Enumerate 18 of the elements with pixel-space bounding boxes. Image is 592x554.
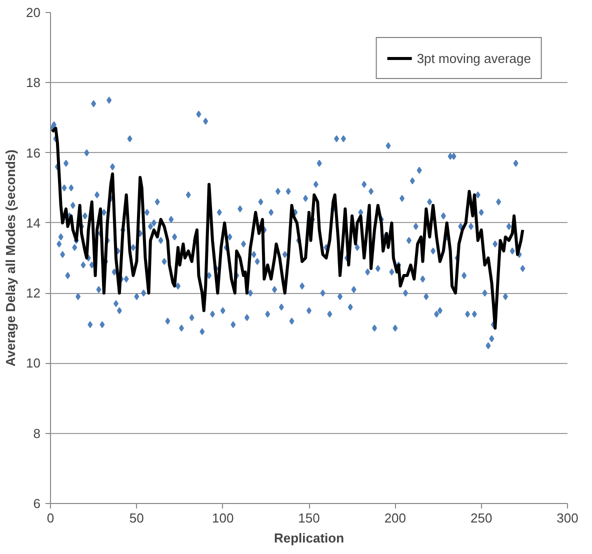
y-tick-label: 10	[26, 356, 41, 371]
x-tick-label: 150	[298, 510, 320, 526]
x-tick-label: 200	[384, 510, 406, 526]
y-tick-label: 6	[33, 496, 41, 511]
y-tick-label: 18	[26, 75, 41, 90]
y-axis-title: Average Delay all Modes (seconds)	[3, 149, 18, 366]
y-tick-label: 16	[26, 145, 41, 160]
x-axis-title: Replication	[274, 530, 344, 546]
y-tick-label: 12	[26, 286, 41, 301]
legend-label: 3pt moving average	[416, 50, 531, 66]
x-tick-label: 250	[470, 510, 492, 526]
y-tick-label: 20	[26, 5, 41, 20]
x-tick-label: 50	[129, 510, 144, 526]
x-tick-label: 300	[556, 510, 578, 526]
x-tick-label: 0	[46, 510, 54, 526]
y-tick-label: 14	[26, 215, 41, 230]
y-tick-label: 8	[33, 426, 41, 441]
x-tick-label: 100	[212, 510, 234, 526]
